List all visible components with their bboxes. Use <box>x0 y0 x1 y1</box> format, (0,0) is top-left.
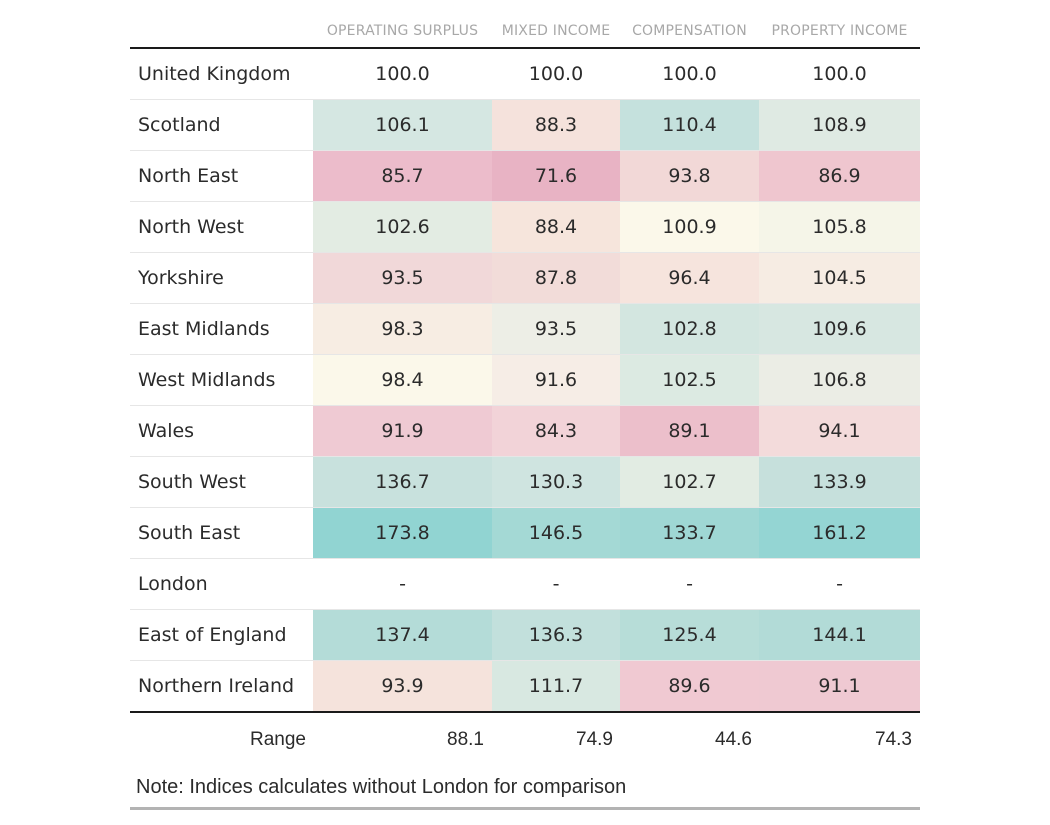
index-cell: 89.1 <box>620 405 759 457</box>
table-row: East Midlands 98.3 93.5 102.8 109.6 <box>130 303 920 355</box>
index-cell: 87.8 <box>492 252 620 304</box>
region-name: Wales <box>130 405 313 457</box>
column-header-compensation: COMPENSATION <box>620 14 759 49</box>
column-header-property-income: PROPERTY INCOME <box>759 14 920 49</box>
index-cell: 89.6 <box>620 660 759 713</box>
index-cell: 98.4 <box>313 354 492 406</box>
index-cell: 136.3 <box>492 609 620 661</box>
index-cell: 133.9 <box>759 456 920 508</box>
footnote: Note: Indices calculates without London … <box>130 767 920 810</box>
index-cell: 88.4 <box>492 201 620 253</box>
index-cell: 100.0 <box>759 48 920 100</box>
index-cell: - <box>492 558 620 610</box>
index-cell: 88.3 <box>492 99 620 151</box>
region-name: South West <box>130 456 313 508</box>
index-cell: 93.9 <box>313 660 492 713</box>
index-cell: 109.6 <box>759 303 920 355</box>
region-name: East of England <box>130 609 313 661</box>
index-cell: 125.4 <box>620 609 759 661</box>
region-name: Yorkshire <box>130 252 313 304</box>
index-cell: 96.4 <box>620 252 759 304</box>
index-cell: 91.6 <box>492 354 620 406</box>
index-cell: 102.5 <box>620 354 759 406</box>
index-cell: - <box>313 558 492 610</box>
range-operating-surplus: 88.1 <box>447 729 484 750</box>
index-cell: 100.0 <box>492 48 620 100</box>
column-header-mixed-income: MIXED INCOME <box>492 14 620 49</box>
index-cell: 144.1 <box>759 609 920 661</box>
index-cell: 137.4 <box>313 609 492 661</box>
table-row: West Midlands 98.4 91.6 102.5 106.8 <box>130 354 920 406</box>
index-cell: 93.8 <box>620 150 759 202</box>
table-row: Northern Ireland 93.9 111.7 89.6 91.1 <box>130 660 920 713</box>
index-cell: 110.4 <box>620 99 759 151</box>
index-cell: 133.7 <box>620 507 759 559</box>
range-compensation: 44.6 <box>715 729 752 750</box>
index-cell: 146.5 <box>492 507 620 559</box>
header-row: OPERATING SURPLUS MIXED INCOME COMPENSAT… <box>130 14 920 49</box>
index-cell: 86.9 <box>759 150 920 202</box>
column-header-operating-surplus: OPERATING SURPLUS <box>313 14 492 49</box>
region-name: North East <box>130 150 313 202</box>
index-cell: 102.6 <box>313 201 492 253</box>
index-cell: - <box>759 558 920 610</box>
range-row: Range 88.1 74.9 44.6 74.3 <box>130 713 920 767</box>
index-cell: 111.7 <box>492 660 620 713</box>
table-row: United Kingdom 100.0 100.0 100.0 100.0 <box>130 48 920 100</box>
range-property-income: 74.3 <box>875 729 912 750</box>
table-row: East of England 137.4 136.3 125.4 144.1 <box>130 609 920 661</box>
index-cell: 161.2 <box>759 507 920 559</box>
index-cell: 106.8 <box>759 354 920 406</box>
region-name: North West <box>130 201 313 253</box>
table-body: United Kingdom 100.0 100.0 100.0 100.0 Scotla… <box>130 48 920 713</box>
region-name: Northern Ireland <box>130 660 313 713</box>
range-mixed-income: 74.9 <box>576 729 613 750</box>
index-cell: 173.8 <box>313 507 492 559</box>
index-table-container: OPERATING SURPLUS MIXED INCOME COMPENSAT… <box>130 14 920 810</box>
index-cell: 100.0 <box>313 48 492 100</box>
index-cell: 106.1 <box>313 99 492 151</box>
index-cell: 108.9 <box>759 99 920 151</box>
index-cell: 85.7 <box>313 150 492 202</box>
range-label: Range <box>250 729 306 750</box>
regional-income-index-table: OPERATING SURPLUS MIXED INCOME COMPENSAT… <box>130 14 920 713</box>
index-cell: 105.8 <box>759 201 920 253</box>
index-cell: 130.3 <box>492 456 620 508</box>
index-cell: 93.5 <box>492 303 620 355</box>
index-cell: - <box>620 558 759 610</box>
index-cell: 102.8 <box>620 303 759 355</box>
table-row: North West 102.6 88.4 100.9 105.8 <box>130 201 920 253</box>
table-row: South West 136.7 130.3 102.7 133.9 <box>130 456 920 508</box>
index-cell: 84.3 <box>492 405 620 457</box>
region-name: Scotland <box>130 99 313 151</box>
index-cell: 100.9 <box>620 201 759 253</box>
index-cell: 91.1 <box>759 660 920 713</box>
region-column-header <box>130 14 313 49</box>
index-cell: 98.3 <box>313 303 492 355</box>
region-name: United Kingdom <box>130 48 313 100</box>
region-name: South East <box>130 507 313 559</box>
index-cell: 91.9 <box>313 405 492 457</box>
table-row: North East 85.7 71.6 93.8 86.9 <box>130 150 920 202</box>
index-cell: 100.0 <box>620 48 759 100</box>
index-cell: 104.5 <box>759 252 920 304</box>
index-cell: 94.1 <box>759 405 920 457</box>
index-cell: 71.6 <box>492 150 620 202</box>
table-row: South East 173.8 146.5 133.7 161.2 <box>130 507 920 559</box>
table-row: Scotland 106.1 88.3 110.4 108.9 <box>130 99 920 151</box>
index-cell: 93.5 <box>313 252 492 304</box>
table-row: Yorkshire 93.5 87.8 96.4 104.5 <box>130 252 920 304</box>
region-name: West Midlands <box>130 354 313 406</box>
table-row: Wales 91.9 84.3 89.1 94.1 <box>130 405 920 457</box>
index-cell: 102.7 <box>620 456 759 508</box>
region-name: East Midlands <box>130 303 313 355</box>
table-row: London - - - - <box>130 558 920 610</box>
index-cell: 136.7 <box>313 456 492 508</box>
region-name: London <box>130 558 313 610</box>
